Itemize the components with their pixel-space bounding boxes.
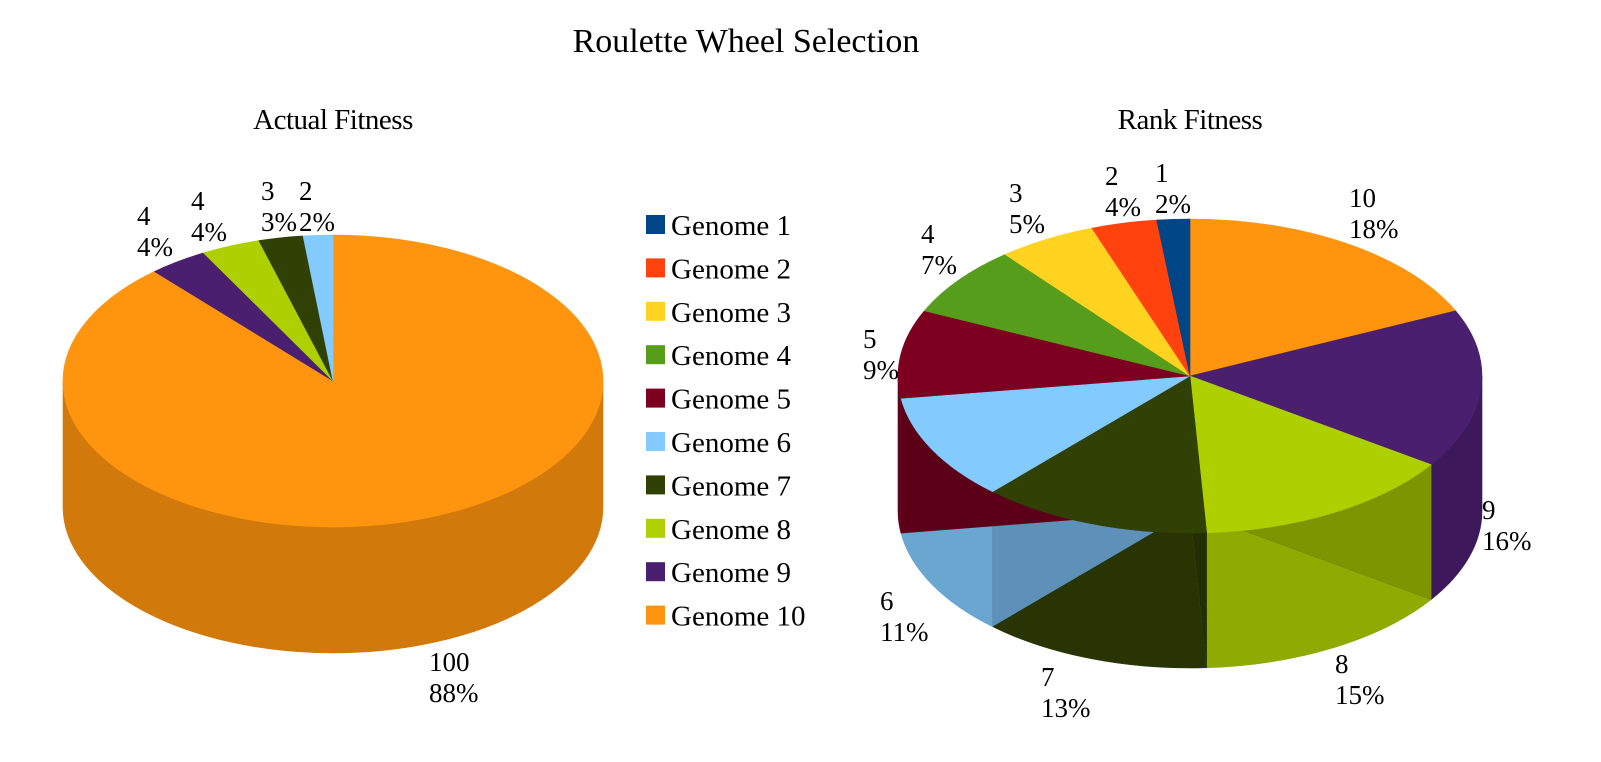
legend-swatch bbox=[646, 475, 665, 495]
pie-percent-label: 3% bbox=[261, 207, 297, 237]
pie-top-faces bbox=[62, 234, 604, 528]
pie-value-label: 7 bbox=[1041, 662, 1055, 692]
legend-item: Genome 4 bbox=[646, 340, 791, 372]
pie-percent-label: 15% bbox=[1335, 680, 1385, 710]
legend-swatch bbox=[646, 432, 665, 451]
pie-slice-genome-1 bbox=[1156, 218, 1191, 377]
pie-value-label: 8 bbox=[1335, 649, 1349, 679]
pie-title: Rank Fitness bbox=[1118, 104, 1263, 136]
pie-value-label: 2 bbox=[299, 176, 313, 206]
pie-title: Actual Fitness bbox=[253, 104, 413, 136]
legend-item: Genome 7 bbox=[646, 470, 791, 502]
legend-item: Genome 2 bbox=[646, 253, 791, 285]
legend-label: Genome 6 bbox=[671, 427, 791, 459]
legend-label: Genome 10 bbox=[671, 601, 806, 633]
pie-value-label: 100 bbox=[429, 647, 470, 677]
legend-label: Genome 2 bbox=[671, 253, 791, 285]
legend-swatch bbox=[646, 258, 665, 278]
pie-slice-genome-8 bbox=[1189, 375, 1432, 534]
pie-percent-label: 9% bbox=[863, 355, 899, 385]
rank-fitness-pie: Rank Fitness1018%916%815%713%611%59%47%3… bbox=[863, 104, 1532, 723]
legend-swatch bbox=[646, 345, 665, 365]
pie-percent-label: 2% bbox=[299, 207, 335, 237]
legend-label: Genome 3 bbox=[671, 297, 791, 329]
legend-label: Genome 7 bbox=[671, 470, 791, 502]
pie-side-genome-5 bbox=[897, 375, 902, 534]
chart-legend: Genome 1 Genome 2 Genome 3 Genome 4 Genome 5… bbox=[646, 210, 806, 633]
pie-percent-label: 88% bbox=[429, 678, 479, 708]
pie-value-label: 2 bbox=[1105, 161, 1119, 191]
pie-slice-genome-10 bbox=[1189, 218, 1457, 377]
pie-value-label: 10 bbox=[1349, 183, 1376, 213]
legend-item: Genome 3 bbox=[646, 297, 791, 329]
legend-swatch bbox=[646, 301, 665, 321]
pie-value-label: 4 bbox=[921, 219, 935, 249]
pie-value-label: 5 bbox=[863, 324, 877, 354]
legend-label: Genome 4 bbox=[671, 340, 791, 372]
legend-swatch bbox=[646, 215, 665, 234]
legend-label: Genome 9 bbox=[671, 557, 791, 589]
pie-value-label: 9 bbox=[1482, 495, 1496, 525]
chart-main-title: Roulette Wheel Selection bbox=[573, 23, 920, 60]
pie-percent-label: 18% bbox=[1349, 214, 1399, 244]
pie-slice-genome-6 bbox=[302, 234, 334, 382]
pie-slice-genome-9 bbox=[1188, 310, 1483, 465]
pie-percent-label: 7% bbox=[921, 250, 957, 280]
legend-swatch bbox=[646, 562, 665, 582]
legend-swatch bbox=[646, 388, 665, 408]
legend-item: Genome 1 bbox=[646, 210, 791, 242]
pie-percent-label: 11% bbox=[880, 617, 929, 647]
pie-slice-genome-4 bbox=[923, 254, 1191, 377]
legend-label: Genome 5 bbox=[671, 384, 791, 416]
legend-label: Genome 8 bbox=[671, 514, 791, 546]
legend-item: Genome 5 bbox=[646, 384, 791, 416]
pie-slice-genome-7 bbox=[991, 375, 1208, 534]
pie-percent-label: 2% bbox=[1155, 189, 1191, 219]
pie-percent-label: 5% bbox=[1009, 209, 1045, 239]
pie-slice-genome-6 bbox=[900, 375, 1191, 493]
legend-item: Genome 8 bbox=[646, 514, 791, 546]
pie-percent-label: 16% bbox=[1482, 526, 1532, 556]
pie-percent-label: 13% bbox=[1041, 693, 1091, 723]
legend-swatch bbox=[646, 605, 665, 625]
pie-top-faces bbox=[897, 218, 1483, 534]
pie-value-label: 4 bbox=[137, 201, 151, 231]
pie-percent-label: 4% bbox=[1105, 192, 1141, 222]
pie-value-label: 4 bbox=[191, 186, 205, 216]
legend-swatch bbox=[646, 518, 665, 538]
pie-slice-genome-5 bbox=[897, 310, 1191, 399]
legend-item: Genome 9 bbox=[646, 557, 791, 589]
pie-value-label: 3 bbox=[261, 176, 275, 206]
legend-item: Genome 10 bbox=[646, 601, 806, 633]
legend-label: Genome 1 bbox=[671, 210, 791, 242]
legend-item: Genome 6 bbox=[646, 427, 791, 459]
pie-value-label: 3 bbox=[1009, 178, 1023, 208]
pie-value-label: 1 bbox=[1155, 158, 1169, 188]
pie-percent-label: 4% bbox=[191, 217, 227, 247]
pie-value-label: 6 bbox=[880, 586, 894, 616]
pie-percent-label: 4% bbox=[137, 232, 173, 262]
